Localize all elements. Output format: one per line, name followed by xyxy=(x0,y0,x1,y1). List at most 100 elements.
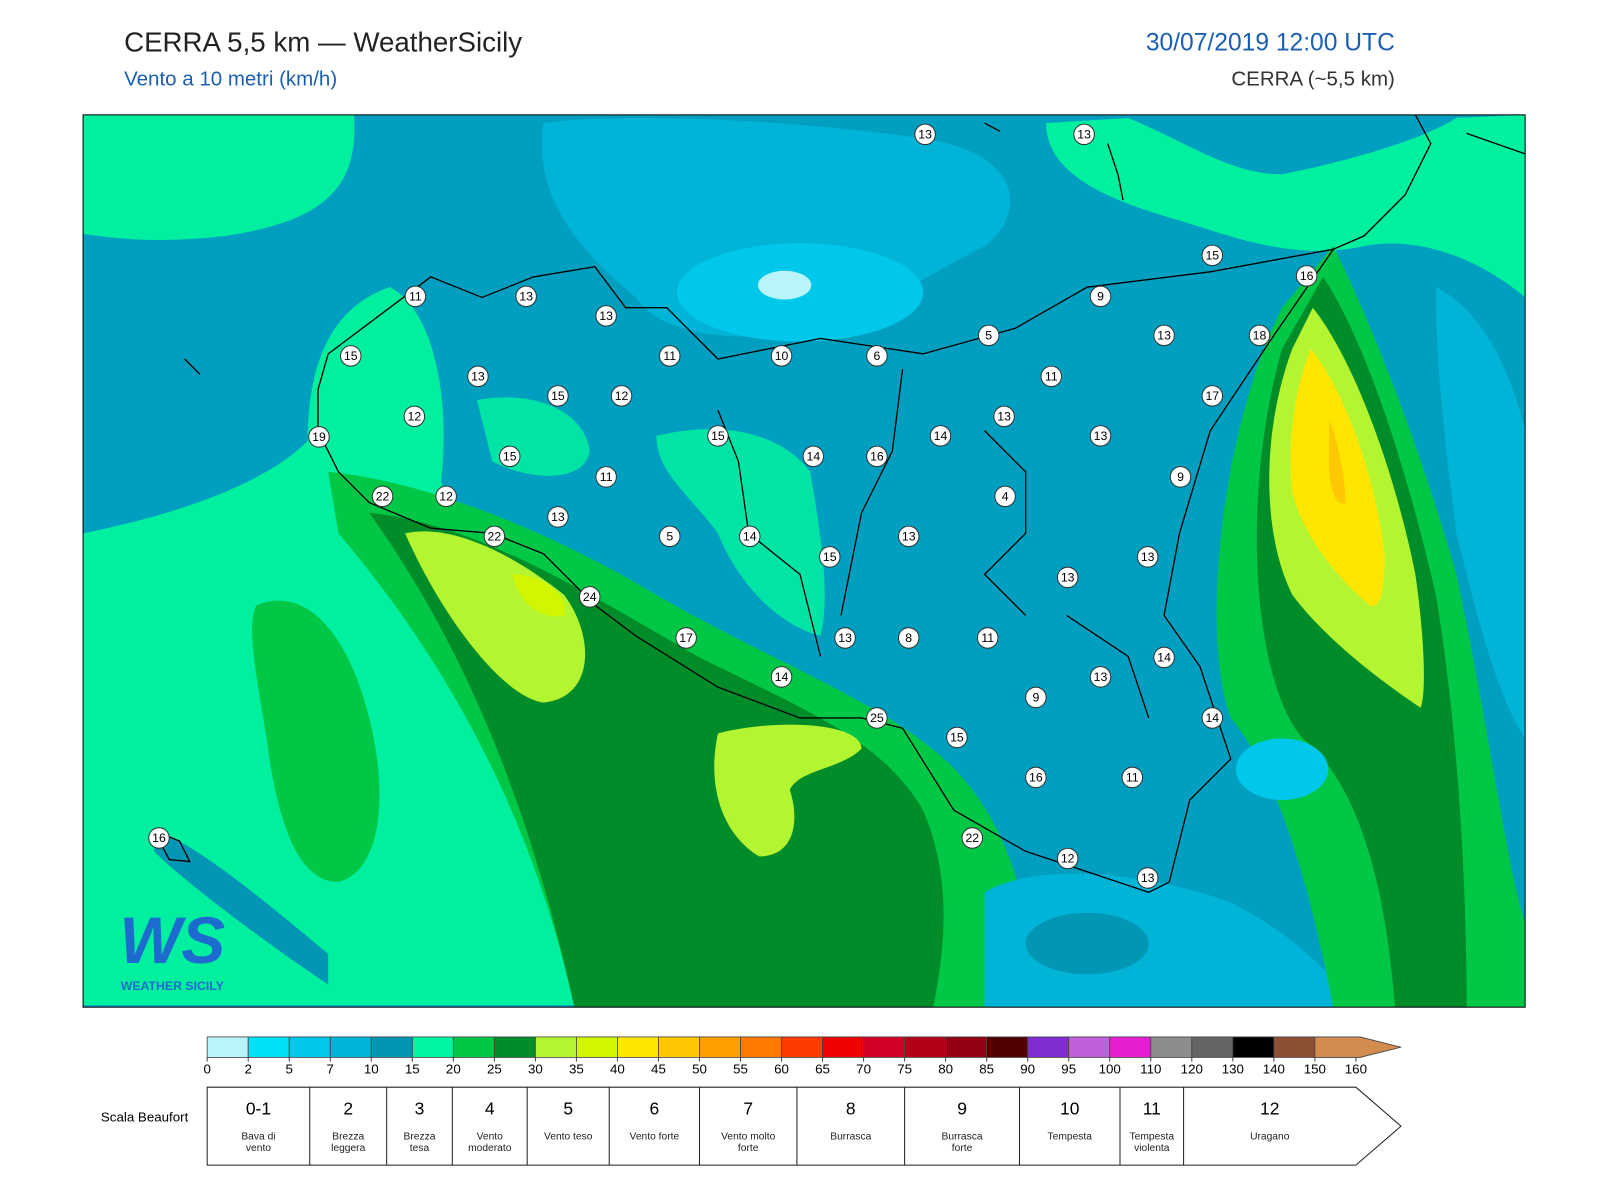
station: 15 xyxy=(339,345,362,367)
beaufort-name: Vento molto forte xyxy=(721,1132,776,1154)
station-marker xyxy=(435,485,457,508)
station-marker xyxy=(993,405,1015,428)
colorbar-swatch xyxy=(658,1036,700,1058)
station-value: 16 xyxy=(870,449,884,463)
station-value: 14 xyxy=(775,670,789,684)
station-value: 13 xyxy=(1141,871,1155,885)
colorbar-tick-label: 50 xyxy=(692,1061,707,1076)
station: 13 xyxy=(1153,324,1175,347)
station: 13 xyxy=(834,627,856,649)
station-value: 13 xyxy=(1094,670,1108,684)
colorbar-swatch xyxy=(1191,1036,1234,1058)
beaufort-force: 4 xyxy=(485,1098,495,1118)
colorbar-swatch xyxy=(699,1036,741,1058)
station-value: 18 xyxy=(1253,328,1267,342)
station: 12 xyxy=(1056,847,1079,870)
station-marker xyxy=(371,485,394,508)
station: 15 xyxy=(547,385,569,407)
station-marker xyxy=(308,426,330,448)
beaufort-name-box: Vento forte xyxy=(630,1132,680,1142)
station-marker xyxy=(897,525,920,548)
beaufort-force: 10 xyxy=(1060,1098,1080,1118)
station: 14 xyxy=(770,666,793,688)
colorbar-swatch xyxy=(576,1036,618,1058)
colorbar-swatch xyxy=(329,1036,372,1058)
station-value: 16 xyxy=(1029,770,1043,784)
beaufort-force: 9 xyxy=(957,1098,967,1118)
station: 13 xyxy=(1136,546,1159,568)
station: 14 xyxy=(929,425,952,447)
station: 6 xyxy=(866,345,888,367)
station-value: 14 xyxy=(1205,711,1219,725)
colorbar-tick-label: 2 xyxy=(244,1061,251,1076)
station-marker xyxy=(707,425,729,447)
station-marker xyxy=(498,445,521,468)
station-marker xyxy=(595,305,617,327)
station-value: 19 xyxy=(312,430,326,444)
station: 13 xyxy=(1073,123,1095,146)
station-marker xyxy=(1040,365,1063,388)
station-value: 11 xyxy=(600,470,613,484)
station-marker xyxy=(547,385,569,407)
station-marker xyxy=(738,525,761,548)
station-value: 13 xyxy=(902,529,916,543)
station-value: 16 xyxy=(152,831,166,845)
station: 11 xyxy=(976,627,999,649)
station-value: 15 xyxy=(503,449,517,463)
station: 17 xyxy=(1201,385,1224,407)
station-marker xyxy=(1073,123,1095,146)
beaufort-frame xyxy=(206,1086,1402,1166)
station-value: 9 xyxy=(1177,470,1184,484)
beaufort-name-box: Vento teso xyxy=(543,1132,593,1143)
station: 16 xyxy=(148,827,170,849)
colorbar-swatch xyxy=(1109,1036,1152,1058)
station-marker xyxy=(1025,766,1047,789)
beaufort-name-box: Uragano xyxy=(1250,1132,1289,1142)
station-value: 9 xyxy=(1097,289,1104,303)
station-value: 13 xyxy=(838,631,852,645)
beaufort-name: Vento moderato xyxy=(468,1132,512,1154)
colorbar-tick-label: 7 xyxy=(327,1061,334,1076)
beaufort-name-box: Burrasca forte xyxy=(942,1132,983,1153)
beaufort-name: Tempesta xyxy=(1047,1132,1092,1143)
colorbar-tick-label: 15 xyxy=(405,1061,420,1076)
station-value: 15 xyxy=(1205,248,1219,262)
station: 15 xyxy=(818,546,841,568)
station-marker xyxy=(595,466,617,488)
colorbar-tick-label: 10 xyxy=(364,1061,379,1076)
station: 13 xyxy=(1136,867,1159,889)
station-marker xyxy=(578,586,601,608)
colorbar-tick-label: 75 xyxy=(897,1061,912,1076)
station: 16 xyxy=(1295,265,1318,287)
station-value: 13 xyxy=(599,309,613,323)
colorbar-swatch xyxy=(1027,1036,1070,1058)
station-marker xyxy=(897,627,920,649)
station-value: 14 xyxy=(743,529,757,543)
colorbar-swatch xyxy=(945,1036,988,1058)
subtitle: Vento a 10 metri (km/h) xyxy=(124,67,337,90)
station-marker xyxy=(148,827,170,849)
beaufort-name: Brezza tesa xyxy=(403,1132,436,1154)
station-marker xyxy=(802,445,825,468)
station: 15 xyxy=(946,726,968,749)
station-value: 15 xyxy=(344,349,358,363)
station: 17 xyxy=(675,627,697,649)
colorbar-arrow xyxy=(1314,1036,1402,1058)
station-marker xyxy=(658,525,681,548)
beaufort-force: 5 xyxy=(563,1098,573,1118)
station-value: 5 xyxy=(666,529,673,543)
beaufort-force: 8 xyxy=(846,1098,856,1118)
model: CERRA (~5,5 km) xyxy=(1231,67,1394,90)
station-marker xyxy=(818,546,841,568)
beaufort-name: Vento teso xyxy=(543,1132,593,1143)
title: CERRA 5,5 km — WeatherSicily xyxy=(124,26,522,57)
beaufort-name-box: Bava di vento xyxy=(241,1132,275,1153)
station-value: 13 xyxy=(1061,570,1075,584)
colorbar-tick-label: 85 xyxy=(979,1061,994,1076)
colorbar-tick-label: 5 xyxy=(286,1061,293,1076)
station-marker xyxy=(1121,766,1144,789)
station-marker xyxy=(1169,466,1192,488)
station-marker xyxy=(1136,867,1159,889)
station-value: 22 xyxy=(376,489,390,503)
station-value: 11 xyxy=(409,289,422,303)
